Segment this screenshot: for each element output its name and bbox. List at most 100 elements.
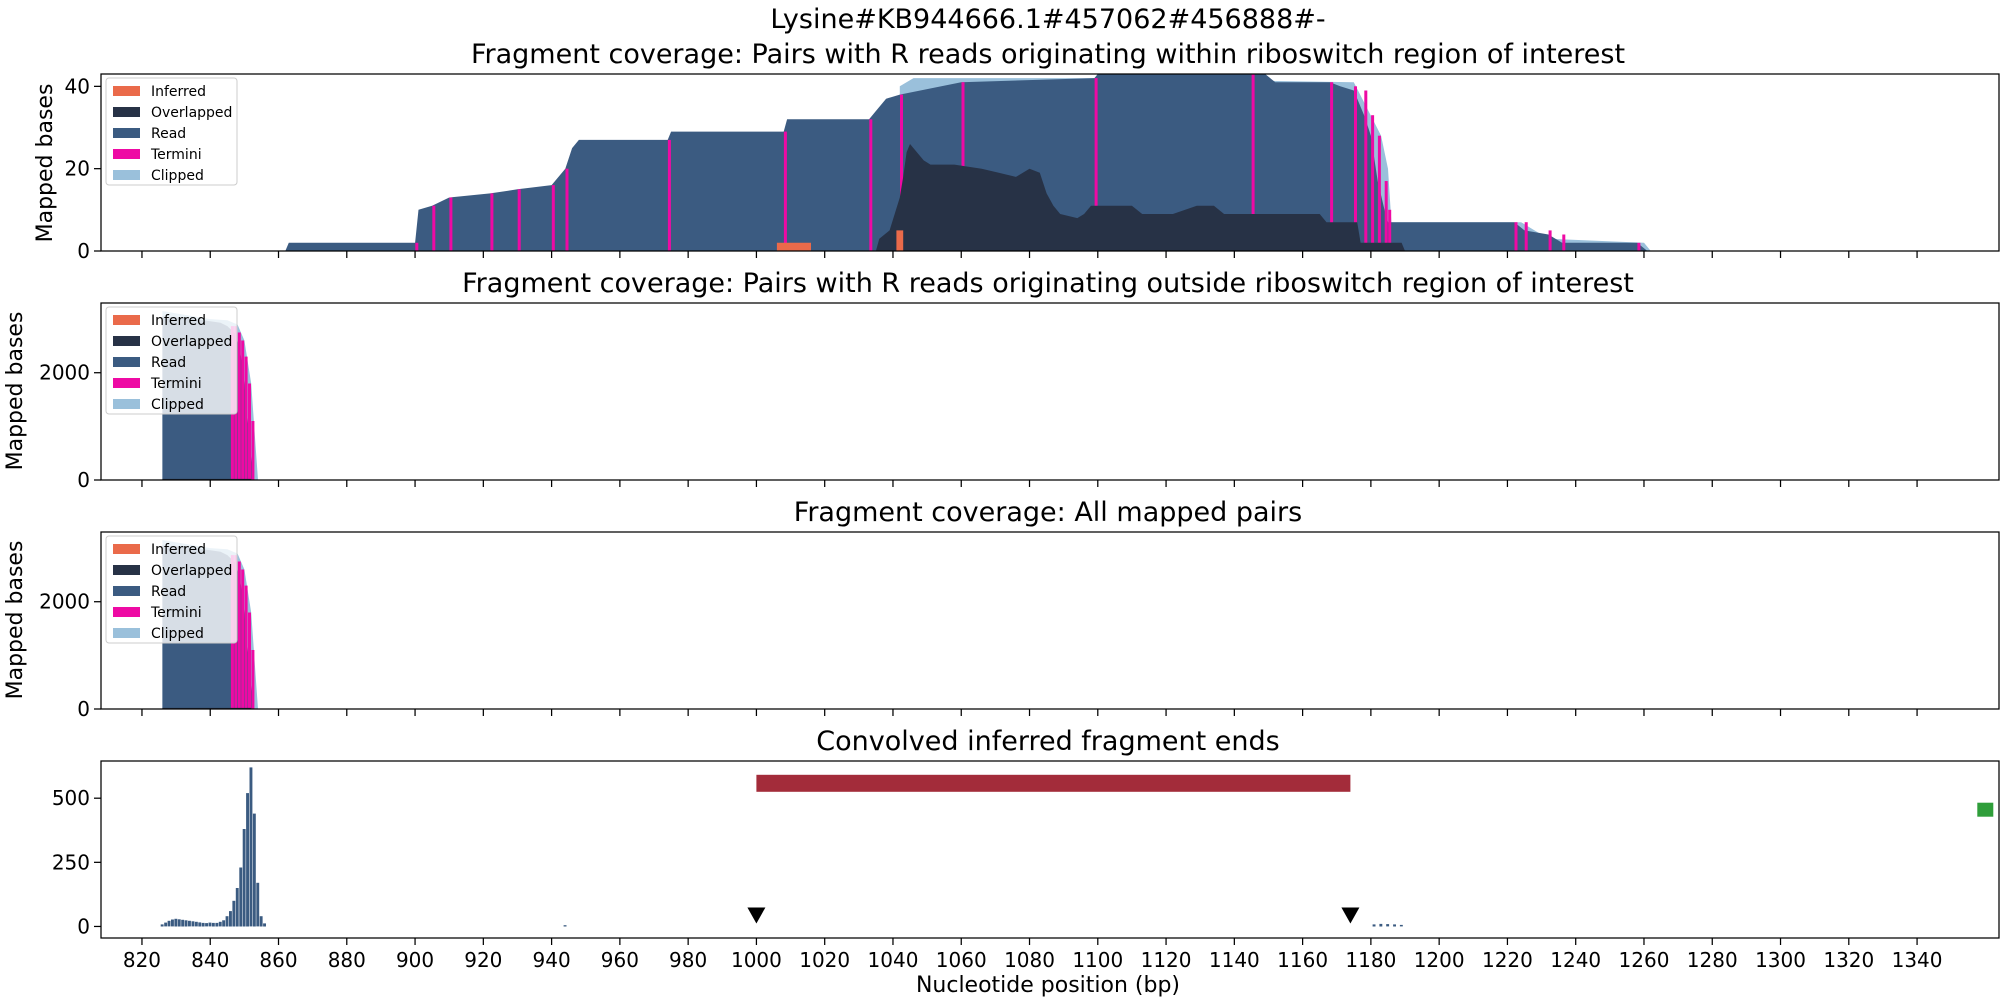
x-ticks	[141, 480, 1918, 487]
panel-title: Fragment coverage: All mapped pairs	[794, 497, 1302, 528]
termini-bar	[1330, 82, 1334, 251]
y-tick-label: 250	[52, 850, 90, 874]
convolved-bar	[191, 921, 195, 927]
termini-bar	[1384, 181, 1388, 251]
legend-label: Termini	[150, 605, 202, 621]
convolved-bar	[252, 813, 256, 927]
termini-bar	[490, 193, 494, 251]
panel-title: Fragment coverage: Pairs with R reads or…	[462, 268, 1634, 299]
y-tick-label: 20	[65, 157, 90, 181]
x-tick-label: 840	[191, 948, 229, 972]
axes-frame	[100, 73, 2000, 252]
panel-title: Convolved inferred fragment ends	[816, 726, 1279, 757]
legend-label: Read	[151, 355, 186, 371]
x-tick-label: 1020	[799, 948, 850, 972]
legend-swatch	[113, 399, 140, 409]
convolved-bar	[205, 923, 208, 927]
convolved-bar	[177, 919, 181, 927]
convolved-bar	[211, 922, 215, 927]
y-tick-label: 0	[77, 468, 90, 492]
x-tick-label: 1140	[1209, 948, 1260, 972]
x-tick-label: 1220	[1482, 948, 1533, 972]
x-tick-label: 1100	[1072, 948, 1123, 972]
y-ticks: 0 2000	[39, 361, 101, 492]
convolved-bar	[184, 920, 188, 927]
panel-all-pairs: Fragment coverage: All mapped pairs Mapp…	[3, 497, 2000, 721]
legend: Inferred Overlapped Read Termini Clipped	[105, 306, 238, 415]
overlapped-area	[875, 144, 1405, 251]
plot-area	[285, 74, 1651, 251]
termini-bar	[1354, 86, 1357, 251]
convolved-bar	[563, 925, 567, 927]
legend: Inferred Overlapped Read Termini Clipped	[105, 535, 238, 644]
x-tick-label: 1280	[1687, 948, 1738, 972]
x-tick-label: 1180	[1345, 948, 1396, 972]
panel-within-roi: Fragment coverage: Pairs with R reads or…	[33, 39, 2000, 263]
legend-swatch	[113, 170, 140, 180]
panel-title: Fragment coverage: Pairs with R reads or…	[471, 39, 1625, 70]
y-axis-label: Mapped bases	[3, 541, 28, 700]
termini-bar	[1094, 78, 1098, 251]
convolved-bar	[188, 920, 191, 927]
legend-label: Clipped	[151, 626, 204, 642]
x-tick-label: 1260	[1619, 948, 1670, 972]
inferred-area	[776, 230, 904, 251]
termini-bar	[248, 612, 251, 709]
termini-bar	[432, 205, 436, 251]
legend-swatch	[113, 628, 140, 638]
y-ticks: 0 20 40	[65, 74, 101, 263]
termini-bar	[1562, 234, 1566, 251]
legend-swatch	[113, 378, 140, 388]
convolved-bar	[160, 924, 164, 927]
legend-swatch	[113, 607, 140, 617]
convolved-bar	[256, 882, 260, 927]
boundary-marker	[747, 907, 766, 924]
termini-bar	[244, 356, 248, 480]
convolved-bar	[1372, 924, 1376, 927]
y-tick-label: 0	[77, 914, 90, 938]
axes-frame	[100, 302, 2000, 481]
x-tick-label: 1080	[1004, 948, 1055, 972]
read-area	[285, 74, 1648, 251]
legend: Inferred Overlapped Read Termini Clipped	[105, 77, 238, 186]
termini-bar	[517, 189, 521, 251]
legend-swatch	[113, 128, 140, 138]
x-tick-label: 1060	[936, 948, 987, 972]
convolved-bar	[1386, 924, 1390, 927]
y-tick-label: 500	[52, 786, 90, 810]
x-ticks	[141, 251, 1918, 258]
x-axis-label: Nucleotide position (bp)	[916, 973, 1180, 998]
termini-bar	[251, 421, 255, 480]
x-tick-label: 1320	[1823, 948, 1874, 972]
x-tick-label: 1340	[1892, 948, 1943, 972]
termini-bar	[237, 332, 241, 480]
x-ticks: 820 840 860 880 900 920 940 960 980 1000 1020 1040 1…	[123, 938, 1943, 972]
convolved-bar	[198, 922, 202, 927]
y-tick-label: 0	[77, 239, 90, 263]
x-tick-label: 920	[464, 948, 502, 972]
y-tick-label: 2000	[39, 361, 90, 385]
convolved-bar	[181, 919, 185, 927]
x-tick-label: 820	[123, 948, 161, 972]
x-tick-label: 960	[601, 948, 639, 972]
x-tick-label: 900	[396, 948, 434, 972]
x-tick-label: 860	[259, 948, 297, 972]
legend-swatch	[113, 544, 140, 554]
legend-label: Read	[151, 126, 186, 142]
convolved-bar	[1379, 923, 1383, 927]
region-bar	[756, 774, 1351, 792]
y-tick-label: 2000	[39, 590, 90, 614]
convolved-bar	[208, 922, 212, 927]
legend-swatch	[113, 86, 140, 96]
termini-bar	[241, 340, 245, 480]
convolved-bar	[1393, 924, 1396, 927]
termini-bar	[1388, 209, 1392, 251]
y-axis-label: Mapped bases	[33, 84, 58, 243]
convolved-bar	[246, 793, 249, 927]
termini-bar	[248, 383, 251, 480]
termini-bar	[900, 94, 903, 251]
plot-area	[160, 767, 1994, 927]
axes-frame	[100, 760, 2000, 939]
convolved-bar	[222, 920, 226, 927]
legend-label: Clipped	[151, 168, 204, 184]
